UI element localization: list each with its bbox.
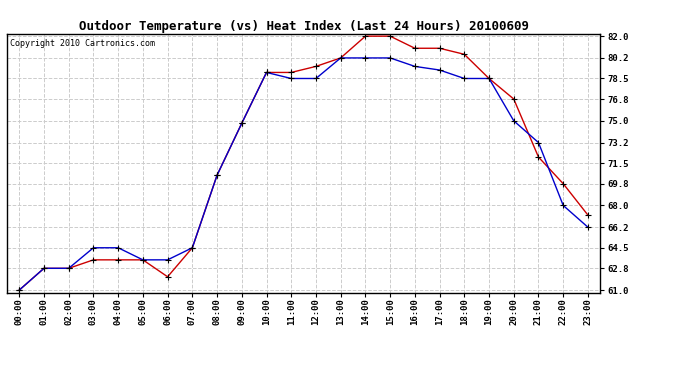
Title: Outdoor Temperature (vs) Heat Index (Last 24 Hours) 20100609: Outdoor Temperature (vs) Heat Index (Las… — [79, 20, 529, 33]
Text: Copyright 2010 Cartronics.com: Copyright 2010 Cartronics.com — [10, 39, 155, 48]
